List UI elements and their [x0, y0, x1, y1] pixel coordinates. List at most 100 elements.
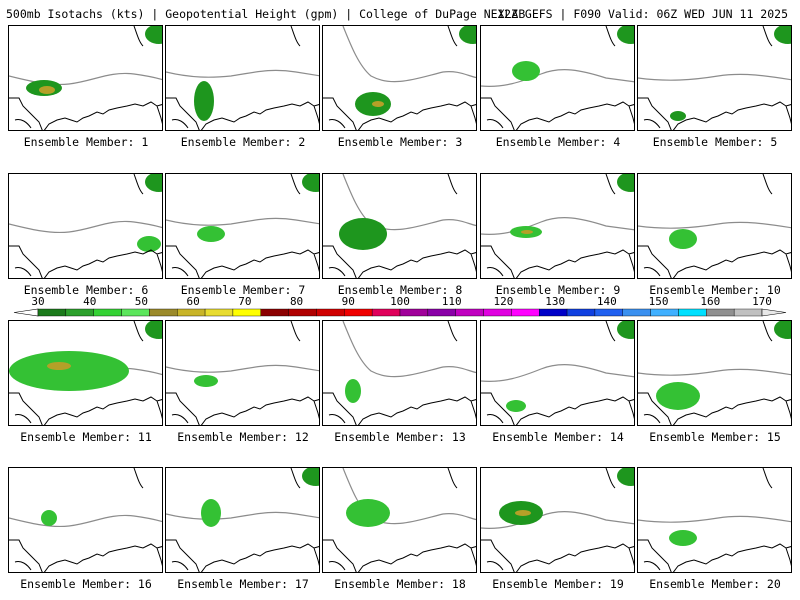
panel-map [323, 26, 476, 130]
panel-map [166, 468, 319, 572]
colorbar: 30 40 50 60 70 80 90 100 110 120 130 140 150 160 170 [0, 296, 800, 320]
coastline [638, 245, 791, 278]
colorbar-segment [483, 308, 512, 317]
isotach-shading [774, 321, 791, 339]
isotach-shading [512, 61, 540, 81]
isotach-shading [774, 26, 791, 44]
coastline [14, 468, 144, 571]
colorbar-tick-label: 140 [596, 295, 617, 308]
panel-map [638, 321, 791, 425]
isotach-shading [669, 530, 697, 546]
ensemble-panel [480, 467, 635, 573]
ensemble-panel [165, 320, 320, 426]
coastline [9, 97, 162, 130]
ensemble-member-label: Ensemble Member: 6 [23, 283, 149, 297]
height-contour [9, 514, 162, 528]
isotach-shading [201, 499, 221, 527]
height-contour [638, 73, 791, 81]
colorbar-segment [260, 308, 289, 317]
isotach-shading [47, 362, 71, 370]
isotach-shading [617, 321, 634, 339]
header-title-left: 500mb Isotachs (kts) | Geopotential Heig… [6, 7, 526, 21]
height-contour [638, 368, 791, 376]
coastline [481, 97, 634, 130]
height-contour [481, 69, 634, 87]
panel-map [638, 468, 791, 572]
coastline [9, 539, 162, 572]
ensemble-member-label: Ensemble Member: 9 [495, 283, 621, 297]
ensemble-member-label: Ensemble Member: 12 [177, 430, 309, 444]
coastline [328, 468, 458, 571]
coastline [323, 97, 476, 130]
ensemble-member-label: Ensemble Member: 1 [23, 135, 149, 149]
height-contour [342, 26, 476, 83]
height-contour [638, 515, 791, 523]
isotach-shading [339, 218, 387, 250]
header-title-right: 12Z GEFS | F090 Valid: 06Z WED JUN 11 20… [497, 7, 788, 21]
panel-map [9, 174, 162, 278]
height-contour [342, 174, 476, 231]
coastline [328, 174, 458, 277]
colorbar-segment [399, 308, 429, 317]
ensemble-member-label: Ensemble Member: 5 [652, 135, 778, 149]
ensemble-panel [480, 320, 635, 426]
ensemble-panel [322, 320, 477, 426]
isotach-shading [145, 321, 162, 339]
coastline [486, 468, 616, 571]
ensemble-member-label: Ensemble Member: 10 [649, 283, 781, 297]
panel-map [323, 321, 476, 425]
colorbar-segment [371, 308, 401, 317]
colorbar-segment [93, 308, 122, 317]
panel-map [481, 468, 634, 572]
coastline [486, 321, 616, 424]
height-contour [481, 217, 634, 235]
coastline [638, 392, 791, 425]
isotach-shading [197, 226, 225, 242]
isotach-shading [617, 26, 634, 44]
height-contour [481, 364, 634, 382]
isotach-shading [302, 174, 319, 192]
coastline [481, 539, 634, 572]
ensemble-member-label: Ensemble Member: 8 [337, 283, 463, 297]
coastline [643, 468, 773, 571]
coastline [328, 26, 458, 129]
panel-map [166, 26, 319, 130]
isotach-shading [41, 510, 57, 526]
ensemble-panel [322, 25, 477, 131]
panel-map [638, 174, 791, 278]
coastline [166, 539, 319, 572]
panel-map [166, 321, 319, 425]
colorbar-tick-label: 80 [289, 295, 304, 308]
coastline [171, 26, 301, 129]
height-contour [342, 321, 476, 378]
height-contour [342, 468, 476, 525]
isotach-shading [515, 510, 531, 516]
colorbar-tick-label: 30 [31, 295, 45, 308]
coastline [486, 174, 616, 277]
colorbar-segment [511, 308, 540, 317]
colorbar-svg [13, 308, 787, 317]
isotach-shading [345, 379, 361, 403]
panel-map [481, 26, 634, 130]
ensemble-member-label: Ensemble Member: 15 [649, 430, 781, 444]
ensemble-panel [637, 467, 792, 573]
colorbar-segment [706, 308, 735, 317]
coastline [166, 245, 319, 278]
colorbar-segment [622, 308, 651, 317]
isotach-shading [617, 468, 634, 486]
height-contour [166, 511, 319, 520]
ensemble-member-label: Ensemble Member: 16 [20, 577, 152, 591]
coastline [14, 321, 144, 424]
colorbar-segment [149, 308, 178, 317]
ensemble-member-label: Ensemble Member: 19 [492, 577, 624, 591]
colorbar-segment [65, 308, 94, 317]
ensemble-panel [8, 320, 163, 426]
colorbar-segment [288, 308, 317, 317]
coastline [166, 97, 319, 130]
isotach-shading [521, 230, 533, 234]
coastline [643, 321, 773, 424]
colorbar-segment [650, 308, 679, 317]
ensemble-panel [8, 173, 163, 279]
height-contour [166, 364, 319, 373]
ensemble-panel [8, 25, 163, 131]
